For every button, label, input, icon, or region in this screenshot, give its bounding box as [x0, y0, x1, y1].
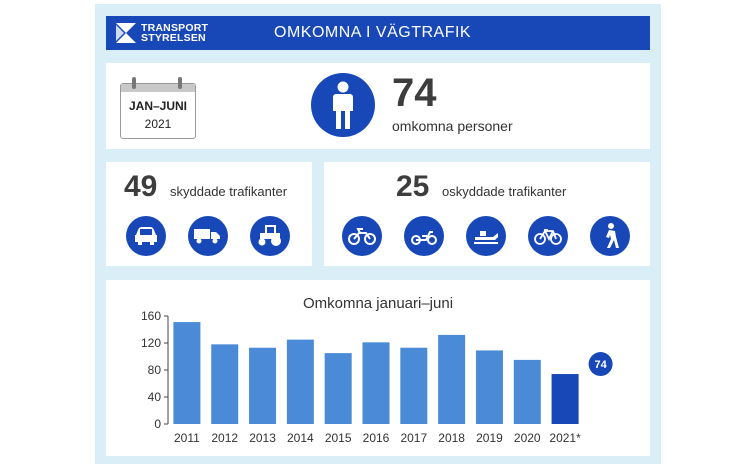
x-tick-label: 2015: [325, 431, 352, 445]
y-tick-label: 40: [148, 390, 162, 404]
protected-number: 49: [124, 170, 158, 203]
highlight-badge: [588, 352, 613, 377]
snowmobile-icon: [466, 216, 506, 256]
calendar-icon: JAN–JUNI 2021: [120, 77, 196, 139]
motorcycle-icon: [342, 216, 382, 256]
x-tick-label: 2011: [174, 431, 200, 445]
protected-label: skyddade trafikanter: [170, 184, 288, 199]
bar-2014: [286, 339, 314, 424]
x-tick-label: 2012: [211, 431, 238, 445]
bar-2018: [438, 334, 466, 424]
total-number: 74: [392, 71, 437, 115]
bar-2013: [249, 347, 277, 424]
bar-2016: [362, 342, 390, 424]
unprotected-number: 25: [396, 170, 430, 203]
calendar-year: 2021: [144, 117, 172, 131]
calendar-month: JAN–JUNI: [128, 99, 188, 113]
bar-2015: [324, 353, 352, 424]
x-tick-label: 2021*: [549, 431, 581, 445]
bar-2017: [400, 347, 428, 424]
x-tick-label: 2017: [400, 431, 427, 445]
logo-line2: STYRELSEN: [141, 32, 206, 44]
highlight-badge-label: 74: [594, 359, 607, 371]
x-tick-label: 2019: [476, 431, 503, 445]
bar-2021: [551, 374, 579, 424]
x-tick-label: 2014: [287, 431, 314, 445]
transportstyrelsen-logo: TRANSPORT STYRELSEN: [116, 23, 208, 43]
x-tick-label: 2020: [514, 431, 541, 445]
y-tick-label: 80: [148, 363, 162, 377]
protected-panel: 49 skyddade trafikanter: [106, 162, 312, 266]
y-tick-label: 160: [141, 309, 161, 323]
chart-title: Omkomna januari–juni: [302, 295, 454, 312]
truck-icon: [188, 216, 228, 256]
logo-line1: TRANSPORT: [141, 22, 209, 34]
chart-panel: Omkomna januari–juni 0 40 80 120 160 2011 2012…: [106, 280, 650, 456]
page-title: OMKOMNA I VÄGTRAFIK: [274, 24, 472, 41]
unprotected-label: oskyddade trafikanter: [442, 184, 567, 199]
y-tick-label: 120: [141, 336, 161, 350]
x-tick-label: 2013: [249, 431, 276, 445]
pedestrian-icon: [590, 216, 630, 256]
tractor-icon: [250, 216, 290, 256]
total-label: omkomna personer: [392, 118, 513, 134]
bicycle-icon: [528, 216, 568, 256]
bar-2019: [475, 350, 503, 424]
person-icon: [311, 73, 375, 137]
logo-mark-icon: [116, 23, 136, 43]
moped-icon: [404, 216, 444, 256]
bar-2012: [211, 344, 239, 424]
x-tick-label: 2018: [438, 431, 465, 445]
bar-2020: [513, 359, 541, 424]
unprotected-panel: 25 oskyddade trafikanter: [324, 162, 650, 266]
x-tick-label: 2016: [363, 431, 390, 445]
header-bar: TRANSPORT STYRELSEN OMKOMNA I VÄGTRAFIK: [106, 16, 650, 50]
y-tick-label: 0: [154, 417, 161, 431]
car-icon: [126, 216, 166, 256]
bar-2011: [173, 322, 201, 424]
summary-panel: JAN–JUNI 2021 74 omkomna personer: [106, 63, 650, 149]
bar-chart: 0 40 80 120 160 2011 2012 2013 2014 2015 2016 2017 2…: [141, 309, 613, 445]
